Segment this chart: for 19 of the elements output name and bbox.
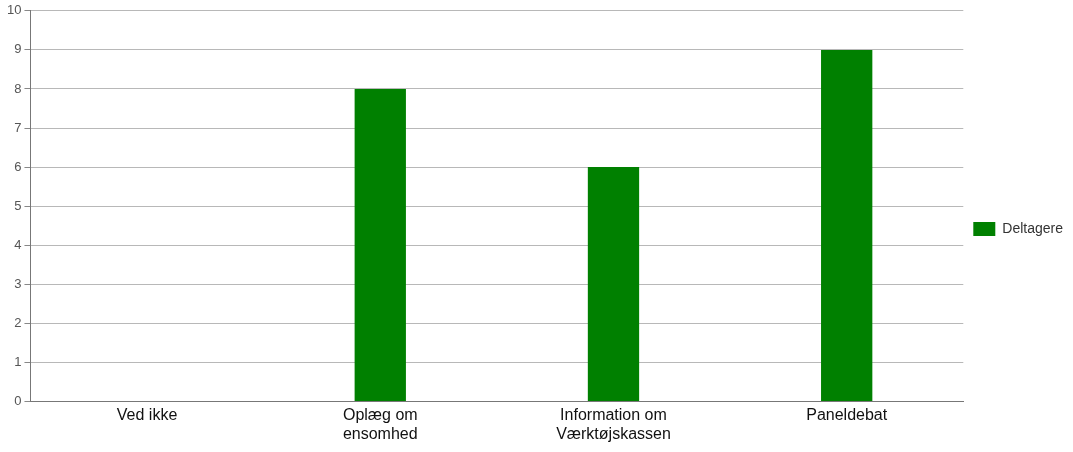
y-tick-label: 4 — [14, 236, 22, 252]
x-tick-label: Information om Værktøjskassen — [556, 405, 671, 442]
y-tick-label: 5 — [14, 197, 22, 213]
y-tick-label: 10 — [6, 2, 22, 18]
bar — [354, 88, 406, 402]
bar — [821, 49, 873, 402]
x-tick-label: Oplæg om ensomhed — [342, 405, 418, 442]
y-tick-label: 2 — [14, 315, 22, 331]
legend-label: Deltagere — [1002, 219, 1064, 236]
x-tick-label: Paneldebat — [806, 405, 888, 423]
y-tick-label: 3 — [14, 275, 22, 291]
y-tick-label: 9 — [14, 41, 22, 57]
y-tick-label: 6 — [14, 158, 22, 174]
y-tick-label: 7 — [14, 119, 22, 135]
bar — [587, 167, 640, 402]
y-tick-label: 8 — [14, 80, 22, 96]
y-tick-label: 0 — [14, 393, 22, 409]
x-tick-label: Ved ikke — [116, 405, 178, 423]
y-tick-label: 1 — [14, 354, 22, 370]
